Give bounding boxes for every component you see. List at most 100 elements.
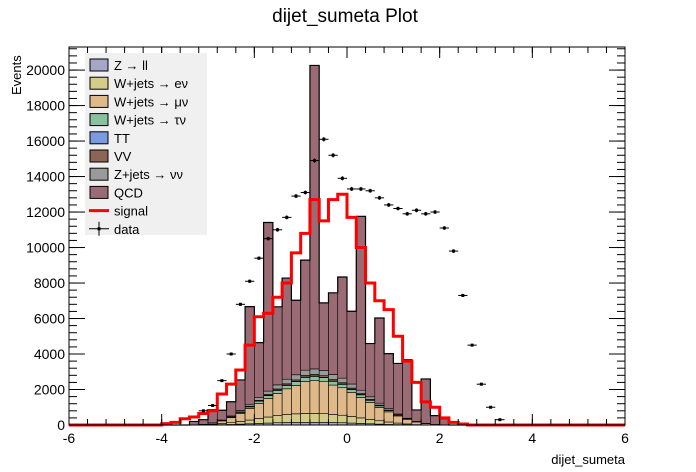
bar	[337, 377, 348, 384]
bar	[254, 400, 264, 404]
data-point-marker	[331, 153, 335, 157]
bar	[309, 413, 320, 423]
bar	[281, 388, 292, 415]
legend-label: Z → ll	[114, 58, 148, 73]
data-point-marker	[257, 256, 261, 260]
data-point	[486, 405, 496, 409]
data-point-marker	[470, 343, 474, 347]
bar	[374, 407, 385, 422]
bar	[281, 378, 292, 385]
bar	[272, 384, 283, 390]
data-point-marker	[424, 212, 428, 216]
y-tick-label: 12000	[26, 204, 65, 220]
data-point	[495, 418, 505, 422]
bar	[272, 390, 283, 394]
bar	[374, 420, 385, 425]
data-point-marker	[405, 212, 409, 216]
data-point-marker	[479, 382, 483, 386]
data-point-marker	[248, 279, 252, 283]
bar	[365, 400, 376, 403]
y-tick-label: 8000	[34, 275, 65, 291]
legend-swatch	[89, 131, 109, 145]
bar	[254, 403, 264, 419]
signal-line	[69, 192, 625, 427]
bar	[291, 374, 301, 381]
legend-item: W+jets → τν	[89, 113, 186, 128]
bar	[235, 413, 246, 422]
axes: -6 -4 -2 0 2 4 6 0 2000 4000 6000 8000 10000 12000 140…	[26, 46, 629, 446]
x-tick-label: -2	[248, 430, 261, 446]
plot-area	[69, 64, 625, 427]
bar	[291, 385, 301, 415]
data-point-marker	[220, 379, 224, 383]
data-point	[476, 382, 486, 386]
legend-swatch	[89, 58, 109, 72]
data-point	[198, 409, 208, 413]
data-point-marker	[229, 352, 233, 356]
data-point	[300, 190, 310, 195]
data-points	[198, 137, 505, 422]
data-point-marker	[313, 159, 317, 163]
data-point-marker	[322, 137, 326, 141]
data-point	[347, 186, 357, 192]
legend-label: signal	[114, 204, 148, 219]
bar	[328, 292, 339, 375]
legend-item: QCD	[89, 185, 143, 200]
data-point	[393, 206, 403, 211]
bar	[346, 389, 357, 393]
bar	[226, 417, 237, 423]
bar	[337, 276, 348, 379]
data-point	[217, 379, 227, 383]
data-point	[245, 279, 255, 283]
bar	[291, 381, 301, 386]
legend-item: VV	[89, 149, 132, 164]
data-point	[365, 188, 375, 193]
data-point-marker	[201, 409, 205, 413]
data-point	[208, 403, 218, 407]
bar	[365, 343, 376, 398]
data-point	[421, 211, 431, 216]
data-point-marker	[350, 187, 354, 191]
bar	[393, 415, 403, 424]
legend-swatch	[89, 167, 109, 181]
data-point	[254, 256, 264, 260]
bar	[402, 419, 413, 425]
legend-item: Z+jets → νν	[89, 167, 183, 182]
bar	[346, 416, 357, 424]
legend-label: W+jets → eν	[114, 76, 188, 91]
bar	[355, 417, 366, 424]
bar	[318, 377, 329, 382]
data-point-marker	[266, 237, 270, 241]
legend-item: W+jets → μν	[89, 94, 188, 109]
data-point-marker	[387, 203, 391, 207]
bar	[328, 374, 339, 380]
bar	[365, 419, 376, 425]
y-tick-label: 6000	[34, 311, 65, 327]
y-tick-label: 10000	[26, 240, 65, 256]
bar	[318, 302, 329, 371]
data-point	[384, 202, 394, 207]
stack-series-1	[198, 413, 431, 426]
y-tick-label: 16000	[26, 133, 65, 149]
data-point-marker	[461, 293, 465, 297]
data-point	[458, 293, 468, 297]
legend-label: Z+jets → νν	[114, 167, 183, 182]
x-tick-label: -6	[63, 430, 76, 446]
bar	[383, 411, 394, 423]
y-tick-label: 20000	[26, 62, 65, 78]
legend-label: W+jets → τν	[114, 113, 186, 128]
bar	[272, 415, 283, 423]
data-point	[411, 208, 422, 213]
bar	[337, 387, 348, 416]
x-tick-label: 2	[436, 430, 444, 446]
y-tick-label: 14000	[26, 169, 65, 185]
bar	[300, 369, 311, 376]
bar	[355, 397, 366, 419]
bar	[393, 363, 403, 415]
bar	[226, 401, 237, 417]
legend-item: signal	[89, 204, 148, 219]
bar	[254, 397, 264, 401]
data-point	[272, 227, 283, 232]
data-point-marker	[238, 302, 242, 306]
